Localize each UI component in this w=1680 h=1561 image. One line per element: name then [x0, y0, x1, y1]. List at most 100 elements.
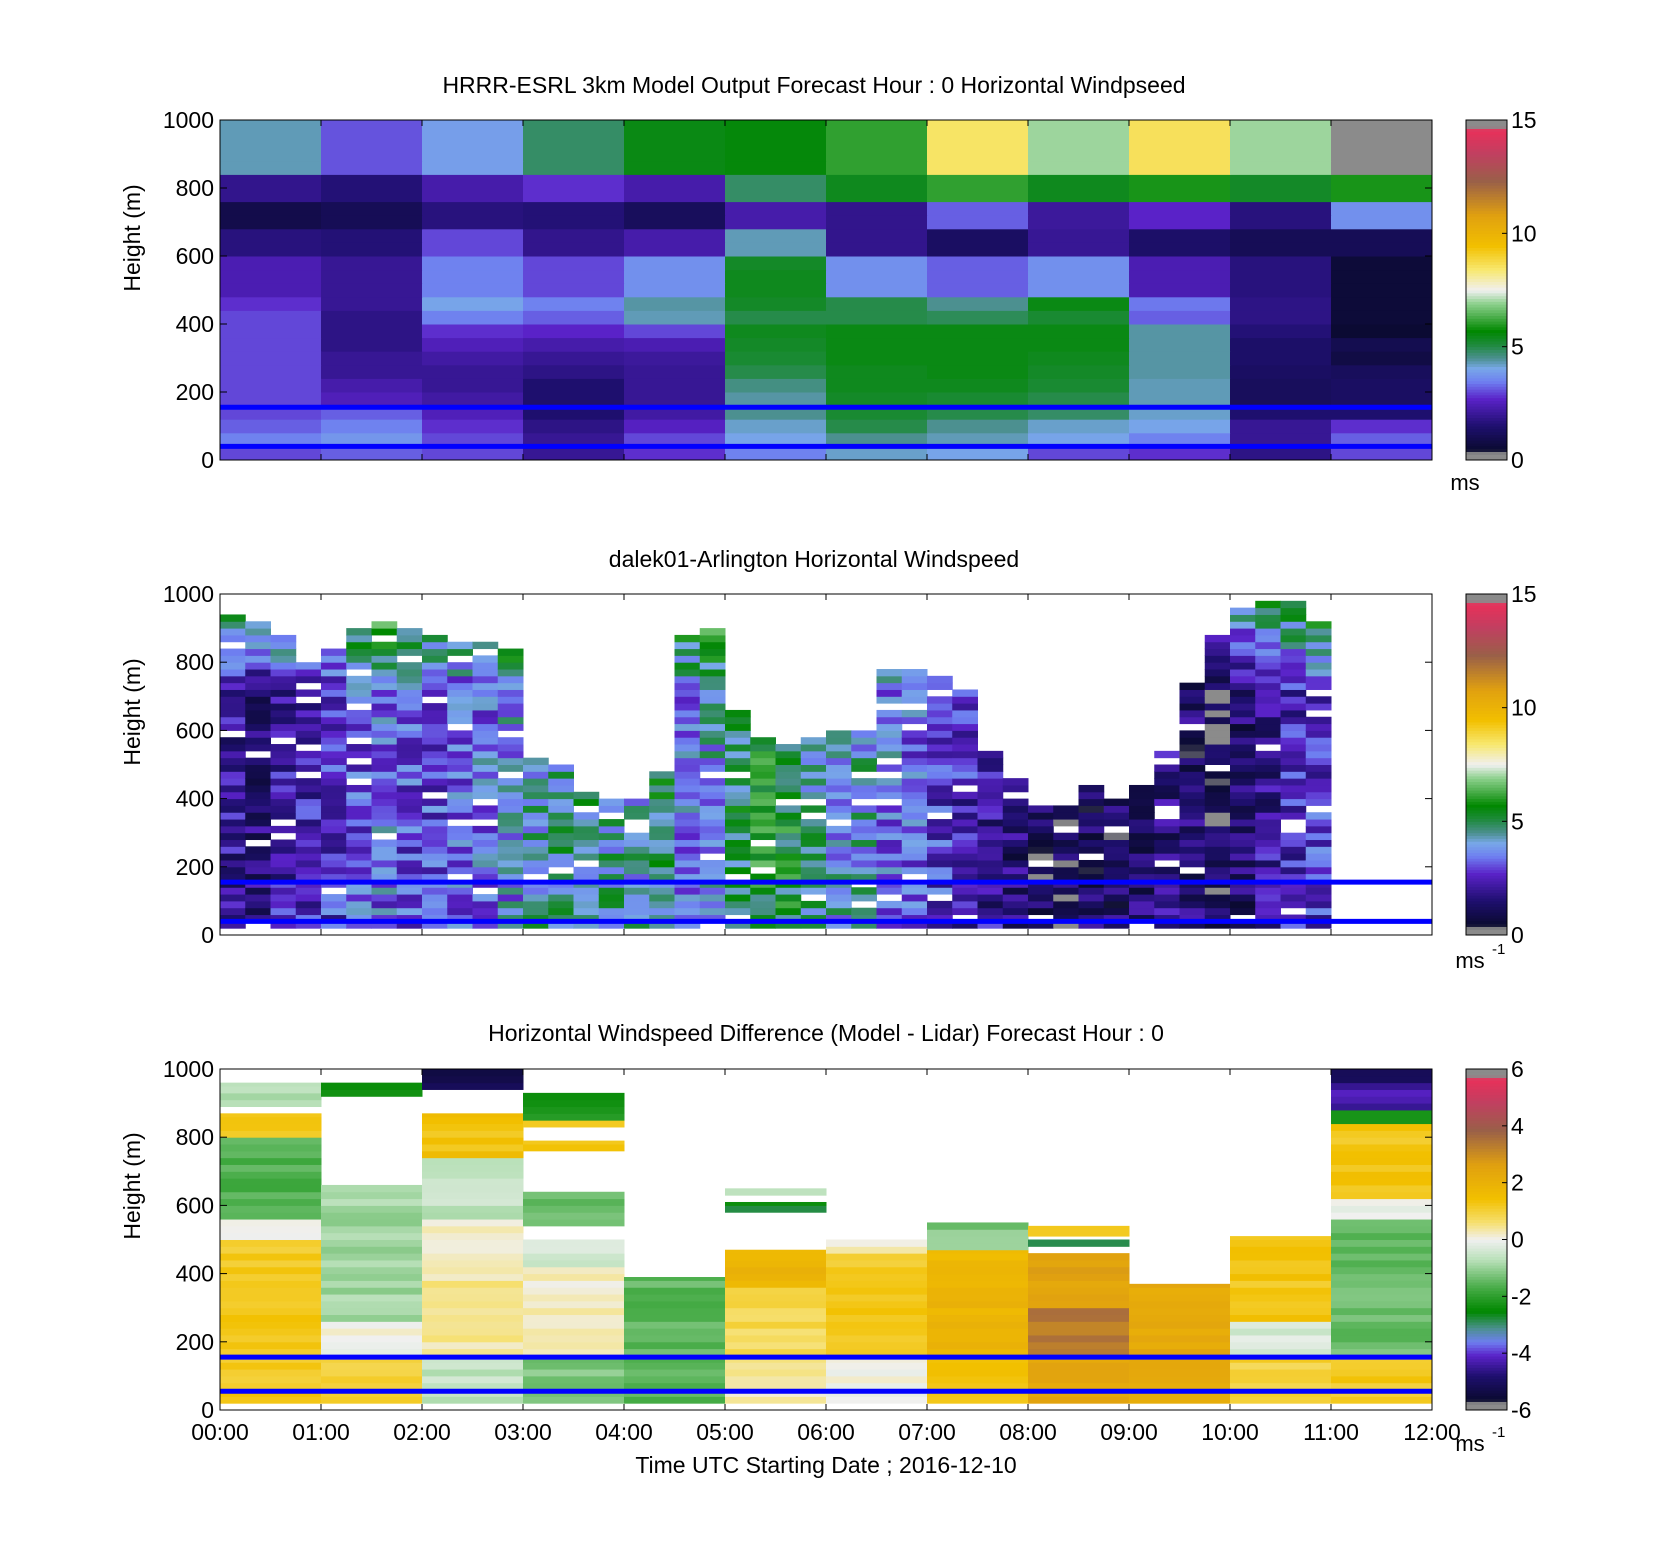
model-cell	[1129, 145, 1231, 162]
difference-cell	[1331, 1089, 1433, 1097]
lidar-cell	[876, 730, 903, 738]
model-cell	[422, 283, 524, 298]
colorbar-swatch	[1466, 318, 1507, 322]
colorbar-tick-label: 0	[1511, 922, 1524, 948]
lidar-cell	[750, 744, 776, 752]
difference-cell	[422, 1082, 524, 1090]
colorbar-swatch	[1466, 326, 1507, 331]
lidar-cell	[1129, 866, 1155, 875]
difference-cell	[1028, 1253, 1130, 1261]
lidar-cell	[270, 921, 297, 929]
lidar-cell	[346, 689, 372, 697]
difference-cell	[927, 1362, 1029, 1370]
lidar-cell	[927, 696, 953, 704]
difference-cell	[523, 1205, 625, 1213]
lidar-cell	[775, 873, 802, 881]
model-cell	[321, 351, 423, 366]
lidar-cell	[649, 778, 675, 786]
difference-cell	[422, 1314, 524, 1322]
colorbar-swatch	[1466, 309, 1507, 314]
colorbar-swatch	[1466, 605, 1507, 609]
lidar-cell	[396, 771, 423, 779]
lidar-cell	[1255, 853, 1281, 861]
lidar-cell	[346, 744, 372, 752]
lidar-cell	[523, 907, 549, 916]
difference-cell	[422, 1300, 524, 1309]
model-cell	[725, 419, 827, 434]
difference-cell	[321, 1321, 423, 1329]
model-cell	[624, 351, 726, 366]
lidar-cell	[1103, 894, 1130, 902]
colorbar-swatch	[1466, 838, 1507, 842]
lidar-cell	[624, 866, 650, 875]
colorbar-swatch	[1466, 151, 1507, 155]
model-cell	[624, 120, 726, 146]
lidar-cell	[1280, 921, 1307, 929]
colorbar-swatch	[1466, 190, 1507, 195]
difference-cell	[1331, 1205, 1433, 1213]
colorbar-frame	[1465, 593, 1508, 936]
lidar-cell	[396, 648, 423, 656]
lidar-cell	[927, 859, 953, 868]
difference-cell	[220, 1212, 322, 1220]
lidar-cell	[497, 689, 524, 697]
difference-cell	[1129, 1362, 1231, 1370]
difference-cell	[422, 1225, 524, 1234]
lidar-cell	[396, 662, 423, 670]
colorbar-swatch	[1466, 434, 1507, 438]
model-cell	[220, 337, 322, 352]
colorbar-swatch	[1466, 900, 1507, 905]
lidar-cell	[1103, 921, 1130, 929]
lidar-cell	[851, 812, 877, 820]
lidar-cell	[220, 791, 246, 800]
difference-cell	[1129, 1307, 1231, 1316]
colorbar-swatch	[1466, 366, 1507, 370]
lidar-cell	[422, 750, 448, 759]
lidar-cell	[674, 634, 701, 643]
lidar-cell	[396, 682, 423, 690]
lidar-cell	[548, 784, 574, 793]
lidar-cell	[270, 744, 297, 752]
lidar-cell	[548, 812, 574, 820]
colorbar-swatch	[1466, 352, 1507, 356]
difference-cell	[927, 1253, 1029, 1261]
lidar-cell	[1154, 900, 1180, 909]
difference-cell	[826, 1341, 928, 1350]
lidar-cell	[245, 709, 271, 718]
colorbar-swatch	[1466, 1182, 1507, 1187]
model-cell	[220, 283, 322, 298]
colorbar-swatch	[1466, 886, 1507, 891]
lidar-cell	[371, 675, 398, 684]
lidar-cell	[1179, 839, 1206, 847]
lidar-cell	[1179, 757, 1206, 765]
lidar-cell	[1204, 784, 1231, 793]
lidar-cell	[573, 894, 600, 902]
lidar-cell	[270, 846, 297, 854]
difference-cell	[1230, 1294, 1332, 1302]
lidar-cell	[624, 859, 650, 868]
model-cell	[1230, 364, 1332, 379]
colorbar-swatch	[1466, 1128, 1507, 1133]
lidar-cell	[1129, 819, 1155, 827]
lidar-cell	[1179, 689, 1206, 697]
lidar-cell	[624, 914, 650, 922]
lidar-cell	[422, 873, 448, 881]
colorbar-swatch	[1466, 312, 1507, 316]
difference-cell	[523, 1294, 625, 1302]
panel-lidar: dalek01-Arlington Horizontal Windspeed H…	[119, 546, 1537, 973]
lidar-cell	[826, 832, 852, 841]
y-tick-label: 1000	[163, 107, 214, 133]
lidar-cell	[1280, 859, 1307, 868]
lidar-cell	[826, 798, 852, 806]
colorbar-swatch	[1466, 701, 1507, 706]
lidar-cell	[1305, 778, 1332, 786]
lidar-cell	[952, 757, 978, 765]
lidar-cell	[1230, 784, 1256, 793]
lidar-cell	[952, 723, 978, 731]
lidar-cell	[321, 866, 347, 875]
lidar-cell	[245, 798, 271, 806]
lidar-cell	[1204, 750, 1231, 759]
colorbar-swatch	[1466, 1273, 1507, 1277]
colorbar-swatch	[1466, 1384, 1507, 1388]
lidar-cell	[876, 778, 903, 786]
